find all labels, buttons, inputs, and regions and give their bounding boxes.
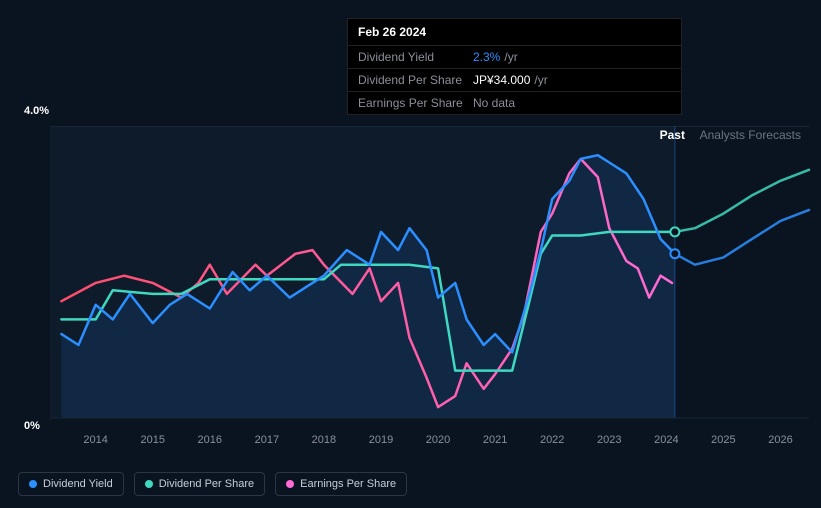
tab-forecast[interactable]: Analysts Forecasts xyxy=(700,128,801,142)
legend-label: Dividend Per Share xyxy=(159,478,254,490)
legend: Dividend Yield Dividend Per Share Earnin… xyxy=(18,472,407,496)
legend-item-dividend-per-share[interactable]: Dividend Per Share xyxy=(134,472,265,496)
x-tick-label: 2019 xyxy=(369,434,393,446)
x-tick-label: 2023 xyxy=(597,434,621,446)
tooltip-unit: /yr xyxy=(504,50,517,64)
chart-area: 4.0% 0% Past Analysts Forecasts 2014 2015… xyxy=(18,108,809,452)
chart-plot[interactable] xyxy=(50,126,809,418)
chart-tooltip: Feb 26 2024 Dividend Yield 2.3% /yr Divi… xyxy=(347,18,682,115)
legend-dot xyxy=(29,480,37,488)
tooltip-value: JP¥34.000 xyxy=(473,73,530,87)
x-tick-label: 2016 xyxy=(198,434,222,446)
tooltip-row: Dividend Per Share JP¥34.000 /yr xyxy=(348,68,681,91)
tooltip-label: Dividend Per Share xyxy=(358,73,473,87)
x-tick-label: 2022 xyxy=(540,434,564,446)
x-axis-labels: 2014 2015 2016 2017 2018 2019 2020 2021 2022 2023… xyxy=(50,434,809,452)
x-tick-label: 2014 xyxy=(83,434,107,446)
y-axis-min-label: 0% xyxy=(24,420,40,432)
tooltip-date: Feb 26 2024 xyxy=(348,19,681,45)
tooltip-value: 2.3% xyxy=(473,50,500,64)
legend-item-dividend-yield[interactable]: Dividend Yield xyxy=(18,472,124,496)
y-axis-max-label: 4.0% xyxy=(24,105,49,117)
x-tick-label: 2026 xyxy=(768,434,792,446)
tooltip-row: Earnings Per Share No data xyxy=(348,91,681,114)
tooltip-row: Dividend Yield 2.3% /yr xyxy=(348,45,681,68)
legend-label: Earnings Per Share xyxy=(300,478,396,490)
tooltip-label: Earnings Per Share xyxy=(358,96,473,110)
x-tick-label: 2025 xyxy=(711,434,735,446)
x-tick-label: 2021 xyxy=(483,434,507,446)
legend-dot xyxy=(286,480,294,488)
x-tick-label: 2017 xyxy=(255,434,279,446)
legend-label: Dividend Yield xyxy=(43,478,113,490)
tab-past[interactable]: Past xyxy=(660,128,685,142)
tooltip-nodata: No data xyxy=(473,96,515,110)
legend-dot xyxy=(145,480,153,488)
tooltip-label: Dividend Yield xyxy=(358,50,473,64)
x-tick-label: 2018 xyxy=(312,434,336,446)
x-tick-label: 2024 xyxy=(654,434,678,446)
tooltip-unit: /yr xyxy=(534,73,547,87)
x-tick-label: 2015 xyxy=(140,434,164,446)
x-tick-label: 2020 xyxy=(426,434,450,446)
legend-item-earnings-per-share[interactable]: Earnings Per Share xyxy=(275,472,407,496)
chart-tabs: Past Analysts Forecasts xyxy=(660,128,801,142)
